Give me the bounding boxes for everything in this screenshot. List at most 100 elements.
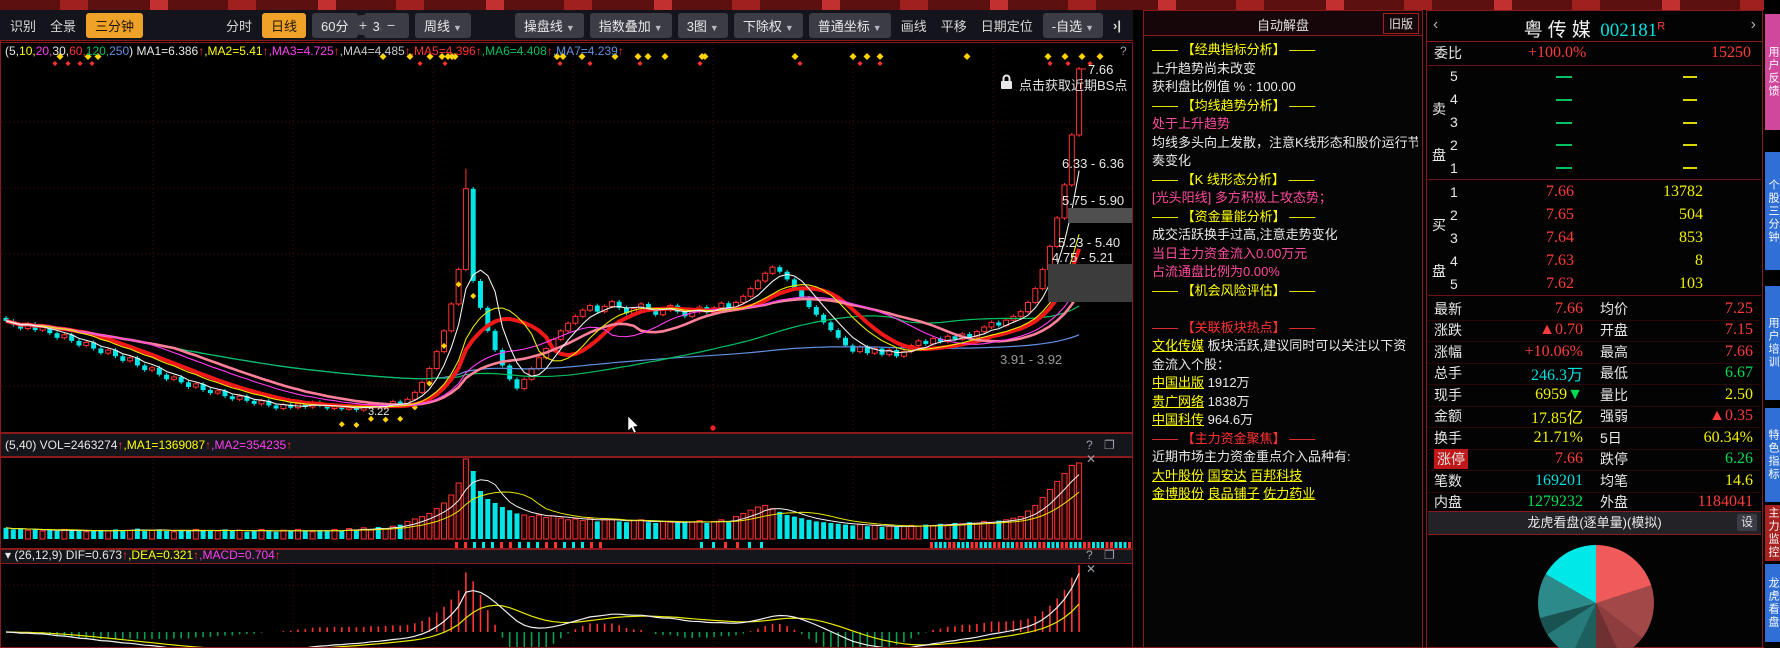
analysis-line: 上升趋势尚未改变 bbox=[1152, 60, 1257, 76]
toolbar-button-日期定位[interactable]: 日期定位 bbox=[980, 18, 1033, 34]
analysis-line: 当日主力资金流入0.00万元 bbox=[1152, 245, 1308, 261]
analysis-line: 中国出版 1912万 bbox=[1152, 375, 1250, 390]
sell-gutter-label: 卖 bbox=[1432, 101, 1446, 117]
volume-pane-controls[interactable]: ? ❐ ✕ bbox=[1086, 438, 1119, 466]
stock-link[interactable]: 良品铺子 bbox=[1207, 486, 1260, 501]
macd-pane-header: ▾ (26,12,9) DIF=0.673↑,DEA=0.321↑,MACD=0… bbox=[5, 548, 281, 562]
stock-title: 粤传媒 002181R bbox=[1427, 15, 1762, 42]
buy-level-row: 4 7.63 8 bbox=[1450, 251, 1703, 269]
side-tab-龙虎看盘[interactable]: 龙虎看盘 bbox=[1765, 564, 1780, 642]
collapse-panel-icon[interactable]: ›| bbox=[1113, 17, 1121, 33]
toolbar-button-3图[interactable]: 3图 ▼ bbox=[677, 12, 728, 38]
analysis-line: 成交活跃换手过高,注意走势变化 bbox=[1152, 227, 1338, 242]
analysis-line: 中国科传 964.6万 bbox=[1152, 412, 1254, 427]
stat-row: 金额 17.85亿 强弱 ▲0.35 bbox=[1428, 406, 1761, 428]
stock-link[interactable]: 贵广网络 bbox=[1152, 393, 1205, 409]
period-button-分时[interactable]: 分时 bbox=[226, 18, 253, 34]
price-gap-label: 5.23 - 5.40 bbox=[1058, 235, 1121, 250]
price-gap-label: 5.75 - 5.90 bbox=[1062, 193, 1125, 208]
sell-level-row: 1 bbox=[1428, 156, 1761, 179]
buy-gutter-label: 买 bbox=[1432, 217, 1446, 233]
stock-code: 002181 bbox=[1600, 20, 1658, 41]
window-titlebar bbox=[0, 0, 1780, 10]
price-gap-label: 4.75 - 5.21 bbox=[1052, 250, 1115, 265]
low-price-label: 3.22 bbox=[368, 406, 390, 418]
buy-gutter-label: 盘 bbox=[1432, 263, 1446, 279]
buy-level-row: 1 7.66 13782 bbox=[1450, 183, 1703, 201]
side-tab-个股三分钟[interactable]: 个股三分钟 bbox=[1765, 152, 1780, 270]
stock-link[interactable]: 中国科传 bbox=[1152, 412, 1205, 427]
analysis-line: 大叶股份 国安达 百邦科技 bbox=[1152, 467, 1418, 486]
weibi-row: 委比 +100.0% 15250 bbox=[1428, 41, 1761, 66]
bs-points-hint[interactable]: 点击获取近期BS点 bbox=[1019, 78, 1128, 93]
stock-name: 粤传媒 bbox=[1523, 20, 1596, 41]
toolbar-button-指数叠加[interactable]: 指数叠加 ▼ bbox=[589, 12, 672, 38]
sell-level-row: 5 bbox=[1428, 65, 1761, 88]
chart-help-icon[interactable]: ? bbox=[1120, 44, 1131, 58]
analysis-line bbox=[1152, 300, 1418, 319]
toolbar-button-画线[interactable]: 画线 bbox=[900, 18, 927, 34]
stock-link[interactable]: 大叶股份 bbox=[1152, 467, 1205, 483]
lock-icon[interactable] bbox=[999, 74, 1014, 90]
auto-analysis-content: —— 【经典指标分析】 —— 上升趋势尚未改变 获利盘比例值 % : 100.00 —… bbox=[1152, 41, 1418, 645]
stat-row: 换手 21.71% 5日 60.34% bbox=[1428, 427, 1761, 450]
auto-analysis-titlebar: 自动解盘 旧版 bbox=[1144, 11, 1422, 36]
stock-link[interactable]: 文化传媒 bbox=[1152, 338, 1205, 353]
period-button-周线[interactable]: 周线 ▼ bbox=[414, 12, 471, 38]
price-gap-label: 6.33 - 6.36 bbox=[1062, 156, 1125, 171]
toolbar-item-全景[interactable]: 全景 bbox=[50, 18, 77, 34]
period-button-60分[interactable]: 60分 bbox=[312, 12, 358, 38]
stock-link[interactable]: 中国出版 bbox=[1152, 375, 1205, 390]
price-gap-label: 7.66 bbox=[1088, 62, 1114, 77]
sell-level-row: 2 bbox=[1428, 133, 1761, 156]
toolbar-right-group: 操盘线 ▼ 指数叠加 ▼ 3图 ▼ 下除权 ▼ 普通坐标 ▼ 画线 平移 日期定位 -自选 ▼ ›| bbox=[514, 10, 1125, 40]
analysis-line: 奏变化 bbox=[1152, 153, 1192, 168]
toolbar-button-普通坐标[interactable]: 普通坐标 ▼ bbox=[808, 12, 891, 38]
side-tab-用户培训[interactable]: 用户培训 bbox=[1765, 286, 1780, 400]
toolbar-item-识别[interactable]: 识别 bbox=[10, 18, 37, 34]
analysis-line: —— 【K 线形态分析】 —— bbox=[1152, 171, 1315, 187]
macd-pane-controls[interactable]: ? ❐ ✕ bbox=[1086, 548, 1119, 576]
margin-flag: R bbox=[1657, 20, 1666, 33]
prev-stock-arrow[interactable]: ‹ bbox=[1433, 16, 1439, 33]
period-button-日线[interactable]: 日线 bbox=[262, 12, 307, 38]
sell-level-row: 3 bbox=[1428, 111, 1761, 134]
auto-analysis-panel: 自动解盘 旧版 —— 【经典指标分析】 —— 上升趋势尚未改变 获利盘比例值 % :… bbox=[1143, 10, 1423, 648]
toolbar-button-平移[interactable]: 平移 bbox=[940, 18, 967, 34]
stat-row: 总手 246.3万 最低 6.67 bbox=[1428, 363, 1761, 385]
price-gap-label-gray: 3.91 - 3.92 bbox=[1000, 352, 1063, 367]
analysis-line: —— 【均线趋势分析】 —— bbox=[1152, 97, 1316, 113]
stock-link[interactable]: 金博股份 bbox=[1152, 486, 1205, 501]
toolbar-button-下除权[interactable]: 下除权 ▼ bbox=[733, 12, 803, 38]
next-stock-arrow[interactable]: › bbox=[1750, 16, 1756, 33]
analysis-line: —— 【主力资金聚焦】 —— bbox=[1152, 430, 1316, 446]
analysis-line: —— 【机会风险评估】 —— bbox=[1152, 282, 1316, 298]
analysis-line: —— 【经典指标分析】 —— bbox=[1152, 42, 1316, 57]
toolbar-button-操盘线[interactable]: 操盘线 ▼ bbox=[514, 12, 584, 38]
kline-chart-svg[interactable] bbox=[0, 0, 1133, 648]
stock-link[interactable]: 百邦科技 bbox=[1250, 467, 1303, 483]
zoom-out-button[interactable]: − bbox=[380, 15, 402, 35]
analysis-line: 金流入个股： bbox=[1152, 356, 1231, 372]
longhu-header: 龙虎看盘(逐单量)(模拟) 设 bbox=[1428, 511, 1761, 535]
analysis-line: 均线多头向上发散，注意K线形态和股价运行节 bbox=[1152, 134, 1418, 150]
stat-row: 涨幅 +10.06% 最高 7.66 bbox=[1428, 341, 1761, 364]
stock-link[interactable]: 国安达 bbox=[1207, 467, 1247, 483]
side-tab-主力监控[interactable]: 主力监控 bbox=[1765, 505, 1780, 561]
quote-body: 委比 +100.0% 15250 5 4 3 2 1 卖盘 1 7.66 13782… bbox=[1428, 41, 1761, 647]
side-tab-strip: 用户反馈个股三分钟用户培训特色指标主力监控龙虎看盘 bbox=[1764, 0, 1780, 648]
ma-values-header: (5,10,20,30,60,120,250) MA1=6.386↑,MA2=5… bbox=[5, 44, 624, 58]
zoom-in-button[interactable]: + bbox=[352, 15, 374, 35]
analysis-line: 近期市场主力资金重点介入品种有: bbox=[1152, 449, 1351, 464]
volume-pane-header: (5,40) VOL=2463274↑,MA1=1369087↑,MA2=354… bbox=[5, 438, 293, 452]
old-version-button[interactable]: 旧版 bbox=[1382, 13, 1419, 34]
longhu-settings-button[interactable]: 设 bbox=[1736, 514, 1757, 531]
toolbar-item-三分钟[interactable]: 三分钟 bbox=[86, 12, 144, 38]
stat-row: 涨停 7.66 跌停 6.26 bbox=[1428, 449, 1761, 471]
side-tab-用户反馈[interactable]: 用户反馈 bbox=[1765, 14, 1780, 130]
stock-link[interactable]: 佐力药业 bbox=[1263, 486, 1316, 501]
side-tab-特色指标[interactable]: 特色指标 bbox=[1765, 408, 1780, 502]
toolbar-button--自选[interactable]: -自选 ▼ bbox=[1042, 12, 1104, 38]
